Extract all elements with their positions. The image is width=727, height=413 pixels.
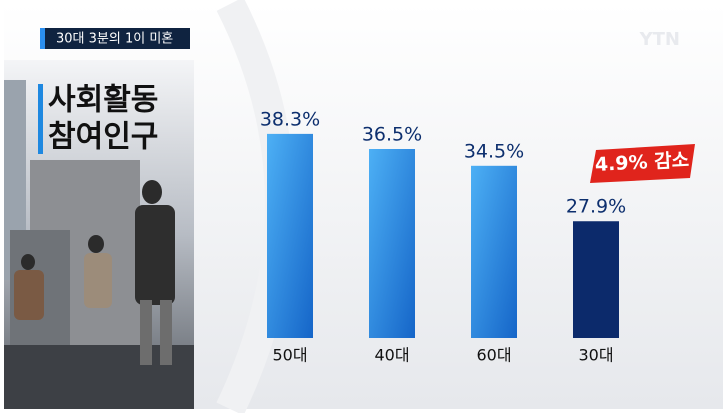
header-accent xyxy=(40,28,45,49)
logo: YTN xyxy=(639,29,680,50)
header: 30대 3분의 1이 미혼 xyxy=(56,32,173,47)
bar xyxy=(471,165,517,338)
x-tick-label: 40대 xyxy=(374,346,409,365)
value-label: 34.5% xyxy=(464,140,524,162)
header-box xyxy=(40,28,190,49)
annotation: 4.9% 감소 xyxy=(594,149,689,176)
annotation-box xyxy=(590,144,695,183)
value-label: 27.9% xyxy=(566,196,626,218)
x-tick-label: 50대 xyxy=(272,346,307,365)
bar xyxy=(573,221,619,338)
bar xyxy=(369,149,415,338)
value-label: 36.5% xyxy=(362,124,422,146)
x-tick-label: 30대 xyxy=(578,346,613,365)
title-accent xyxy=(38,84,43,154)
photo xyxy=(4,60,194,409)
x-tick-label: 60대 xyxy=(476,346,511,365)
title-line: 사회활동 xyxy=(48,83,158,118)
title-line: 참여인구 xyxy=(48,120,158,155)
value-label: 38.3% xyxy=(260,108,320,130)
bar xyxy=(267,133,313,338)
